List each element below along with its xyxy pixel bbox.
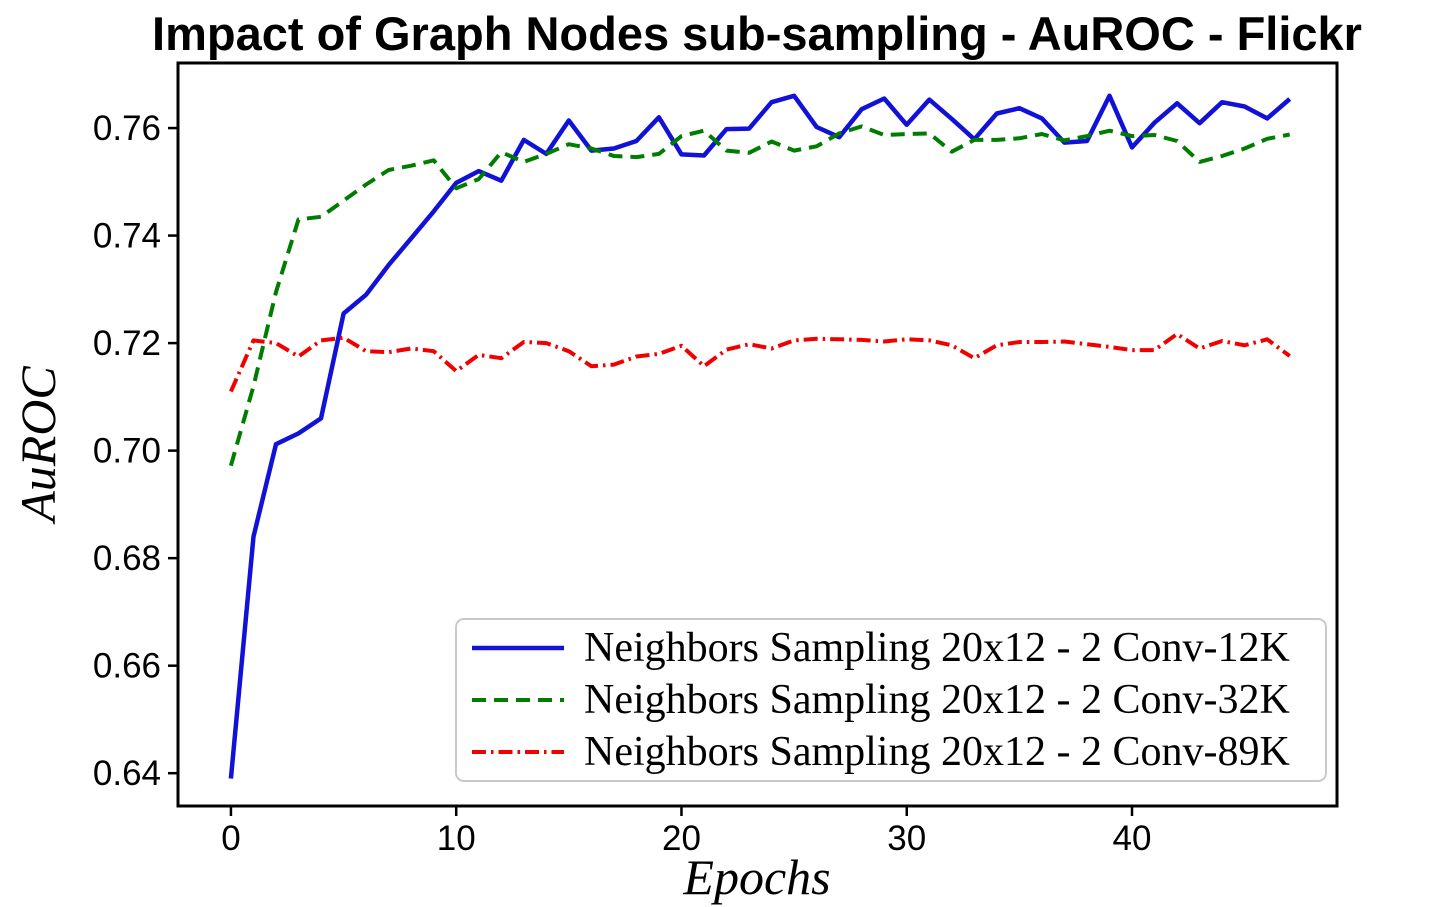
x-tick-label: 10 [437, 819, 476, 858]
legend-label: Neighbors Sampling 20x12 - 2 Conv-89K [584, 729, 1290, 775]
chart-title: Impact of Graph Nodes sub-sampling - AuR… [152, 7, 1362, 60]
x-tick-label: 30 [887, 819, 926, 858]
series-line-conv-89k [229, 332, 1291, 393]
legend-line-sample-dashdot [472, 750, 564, 754]
y-tick-label: 0.76 [93, 109, 161, 148]
y-tick-label: 0.72 [93, 324, 161, 363]
legend-item-conv-89k: Neighbors Sampling 20x12 - 2 Conv-89K [470, 728, 1325, 776]
legend-item-conv-12k: Neighbors Sampling 20x12 - 2 Conv-12K [470, 624, 1325, 672]
legend-label: Neighbors Sampling 20x12 - 2 Conv-12K [584, 625, 1290, 671]
y-tick-label: 0.66 [93, 647, 161, 686]
legend-line-sample-dashed [472, 698, 564, 702]
y-tick-label: 0.64 [93, 754, 161, 793]
x-tick-label: 0 [221, 819, 240, 858]
y-tick-label: 0.74 [93, 217, 161, 256]
series-line-conv-32k [228, 124, 1291, 467]
legend-label: Neighbors Sampling 20x12 - 2 Conv-32K [584, 677, 1290, 723]
series-line-conv-12k [228, 93, 1292, 779]
y-axis-label: AuROC [10, 366, 66, 522]
y-tick-label: 0.70 [93, 432, 161, 471]
y-tick-label: 0.68 [93, 539, 161, 578]
legend: Neighbors Sampling 20x12 - 2 Conv-12K Ne… [455, 618, 1327, 782]
x-tick-label: 40 [1113, 819, 1152, 858]
x-tick-label: 20 [662, 819, 701, 858]
legend-line-sample-solid [472, 645, 564, 651]
legend-item-conv-32k: Neighbors Sampling 20x12 - 2 Conv-32K [470, 676, 1325, 724]
plot-border [176, 61, 1339, 808]
x-axis-label: Epochs [683, 849, 831, 905]
